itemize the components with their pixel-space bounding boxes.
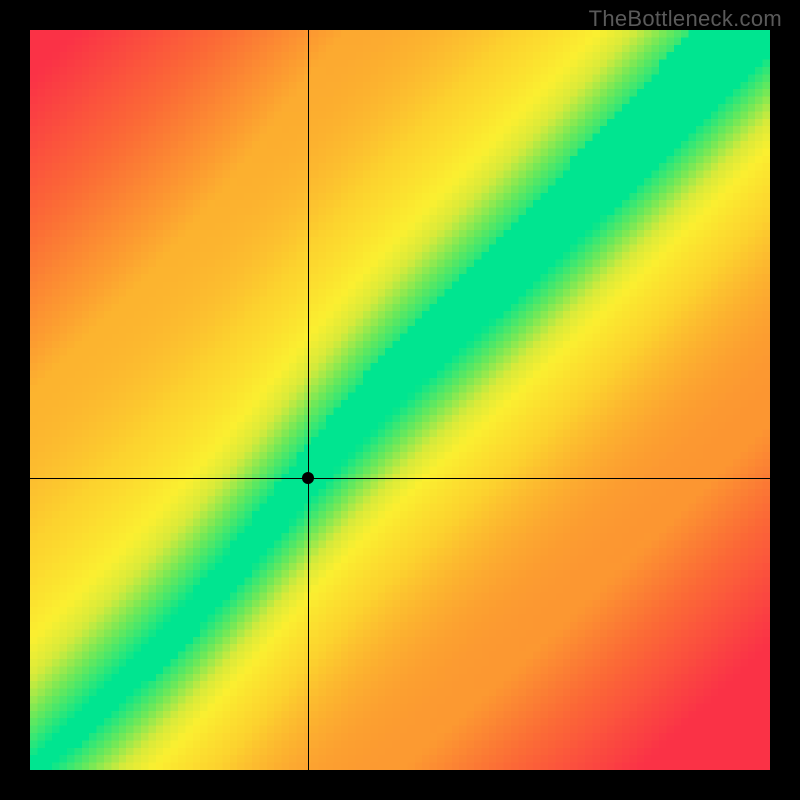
heatmap-canvas <box>30 30 770 770</box>
data-point-marker <box>302 472 314 484</box>
crosshair-vertical <box>308 30 309 770</box>
plot-area <box>30 30 770 770</box>
watermark-text: TheBottleneck.com <box>589 6 782 32</box>
crosshair-horizontal <box>30 478 770 479</box>
chart-container: TheBottleneck.com <box>0 0 800 800</box>
